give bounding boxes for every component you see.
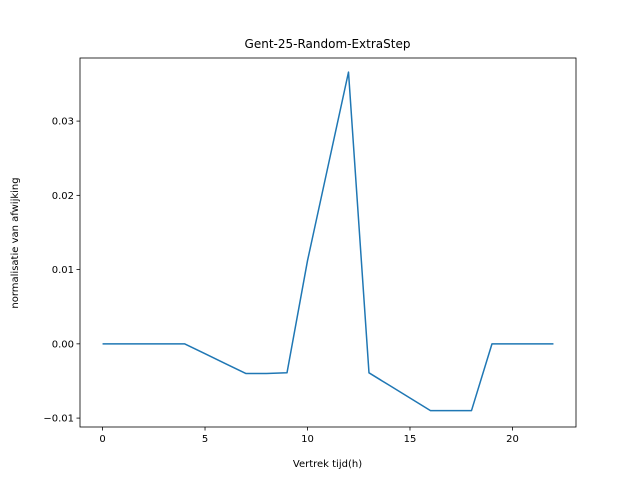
x-tick-label: 20 [506,434,519,445]
x-tick-label: 10 [301,434,314,445]
x-tick-label: 5 [202,434,208,445]
y-tick-label: 0.01 [52,265,74,276]
y-axis-label: normalisatie van afwijking [10,177,21,308]
y-tick-label: 0.00 [52,339,74,350]
y-tick-label: 0.02 [52,191,74,202]
x-tick-label: 15 [404,434,417,445]
plot-area: 0 5 10 15 20 −0.01 0.00 0.01 0.02 0.03 [43,57,577,445]
y-tick-label: −0.01 [43,414,74,425]
x-axis-label: Vertrek tijd(h) [293,459,362,470]
plot-frame [79,57,577,428]
y-tick-label: 0.03 [52,117,74,128]
series-line-0 [102,71,554,412]
x-tick-label: 0 [99,434,105,445]
chart-title: Gent-25-Random-ExtraStep [245,37,411,51]
